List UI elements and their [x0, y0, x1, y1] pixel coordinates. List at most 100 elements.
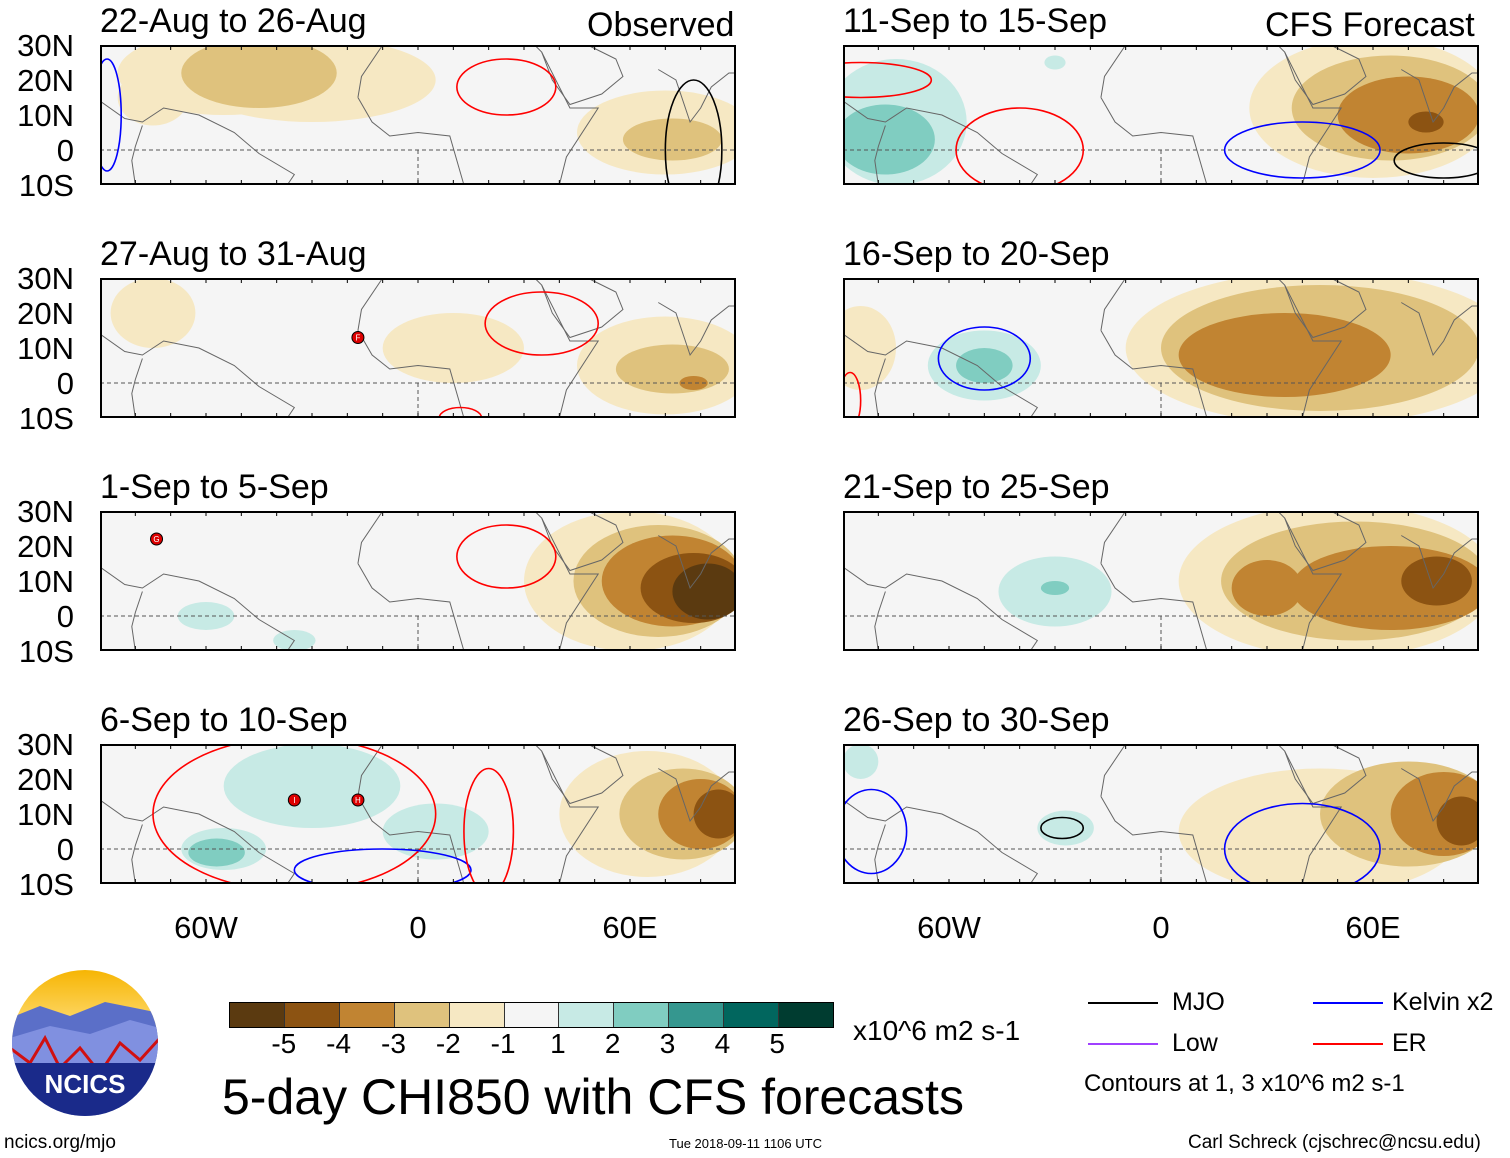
footer-author: Carl Schreck (cjschrec@ncsu.edu) [1188, 1132, 1481, 1153]
coastline [1100, 45, 1343, 185]
colorbar-swatch [394, 1003, 450, 1027]
coastline [100, 799, 296, 884]
legend-low-label: Low [1172, 1029, 1218, 1057]
legend-mjo-line [1088, 1002, 1158, 1004]
panel-title: 11-Sep to 15-Sep [843, 2, 1107, 40]
colorbar-label: -2 [435, 1028, 461, 1059]
anomaly-region [956, 348, 1013, 383]
anomaly-region [693, 789, 736, 839]
panel-title: 1-Sep to 5-Sep [100, 468, 329, 506]
er-contour [152, 744, 437, 884]
lat-label: 20N [17, 63, 74, 98]
lon-label: 60W [917, 910, 981, 945]
coastline [843, 100, 1039, 185]
colorbar-label: 4 [714, 1028, 731, 1059]
er-contour [484, 291, 599, 356]
panel-title: 16-Sep to 20-Sep [843, 235, 1110, 273]
legend-kelvin-line [1313, 1002, 1383, 1004]
anomaly-region [622, 118, 722, 161]
er-contour [438, 406, 483, 418]
legend-low-line [1088, 1043, 1158, 1045]
lat-label: 20N [17, 529, 74, 564]
mjo-contour [664, 79, 723, 185]
colorbar-swatch [724, 1003, 780, 1027]
coastline [658, 278, 736, 357]
colorbar-label: -5 [271, 1028, 297, 1059]
lon-label: 60W [174, 910, 238, 945]
er-contour [456, 58, 557, 116]
colorbar [229, 1002, 834, 1028]
coastline [357, 511, 600, 651]
panel-title: 21-Sep to 25-Sep [843, 468, 1110, 506]
colorbar-swatch [779, 1003, 833, 1027]
anomaly-region [1037, 810, 1094, 846]
coastline [100, 333, 296, 418]
mjo-contour [1040, 816, 1085, 840]
lat-label: 20N [17, 762, 74, 797]
panel-title: 6-Sep to 10-Sep [100, 701, 348, 739]
colorbar-swatch [614, 1003, 670, 1027]
coastline [843, 799, 1039, 884]
anomaly-region [615, 344, 729, 394]
anomaly-region [679, 376, 708, 390]
coastline [1401, 744, 1479, 823]
main-title: 5-day CHI850 with CFS forecasts [222, 1069, 964, 1125]
anomaly-region [1436, 796, 1479, 846]
coastline [357, 45, 600, 185]
map-panel [843, 45, 1479, 185]
colorbar-label: 2 [604, 1028, 621, 1059]
lon-label: 60E [602, 910, 658, 945]
colorbar-units: x10^6 m2 s-1 [853, 1015, 1021, 1046]
lat-label: 0 [56, 366, 74, 401]
kelvin-contour [843, 788, 908, 875]
colorbar-label: 1 [550, 1028, 566, 1059]
anomaly-region [1408, 111, 1444, 133]
lat-label: 30N [17, 28, 74, 63]
lat-label: 0 [56, 832, 74, 867]
er-contour [843, 61, 933, 99]
anomaly-region [382, 313, 524, 383]
legend-er-label: ER [1392, 1029, 1427, 1057]
colorbar-label: -3 [381, 1028, 406, 1059]
colorbar-swatch [504, 1003, 560, 1027]
ncics-logo: NCICS [12, 970, 158, 1116]
coastline [658, 511, 736, 590]
kelvin-contour [1223, 802, 1381, 884]
anomaly-region [1337, 76, 1479, 154]
lat-label: 0 [56, 599, 74, 634]
logo-text: NCICS [45, 1069, 126, 1099]
anomaly-region [843, 744, 879, 779]
kelvin-contour [1223, 121, 1381, 179]
colorbar-swatch [230, 1003, 285, 1027]
footer-timestamp: Tue 2018-09-11 1106 UTC [669, 1136, 822, 1151]
colorbar-swatch [339, 1003, 395, 1027]
anomaly-region [1231, 560, 1303, 616]
svg-text:H: H [355, 796, 361, 805]
anomaly-region [1401, 556, 1472, 606]
anomaly-region [843, 104, 935, 175]
anomaly-region [110, 278, 196, 348]
kelvin-contour [937, 326, 1032, 391]
colorbar-label: -4 [326, 1028, 352, 1059]
er-contour [955, 107, 1085, 185]
colorbar-swatch [449, 1003, 505, 1027]
map-panel [843, 744, 1479, 884]
coastline [843, 566, 1039, 651]
svg-text:F: F [355, 334, 360, 343]
map-panel: F [100, 278, 736, 418]
lat-label: 30N [17, 261, 74, 296]
coastline [357, 278, 600, 418]
anomaly-region [843, 306, 896, 390]
panel-title: 22-Aug to 26-Aug [100, 2, 367, 40]
coastline [1100, 511, 1343, 651]
map-panel [843, 511, 1479, 651]
observed-label: Observed [587, 6, 735, 44]
map-panel [100, 45, 736, 185]
lat-label: 10S [18, 401, 74, 436]
coastline [1100, 278, 1343, 418]
er-contour [456, 524, 557, 589]
footer-url[interactable]: ncics.org/mjo [4, 1132, 116, 1153]
mjo-contour [1393, 142, 1479, 179]
legend-er-line [1313, 1043, 1383, 1045]
